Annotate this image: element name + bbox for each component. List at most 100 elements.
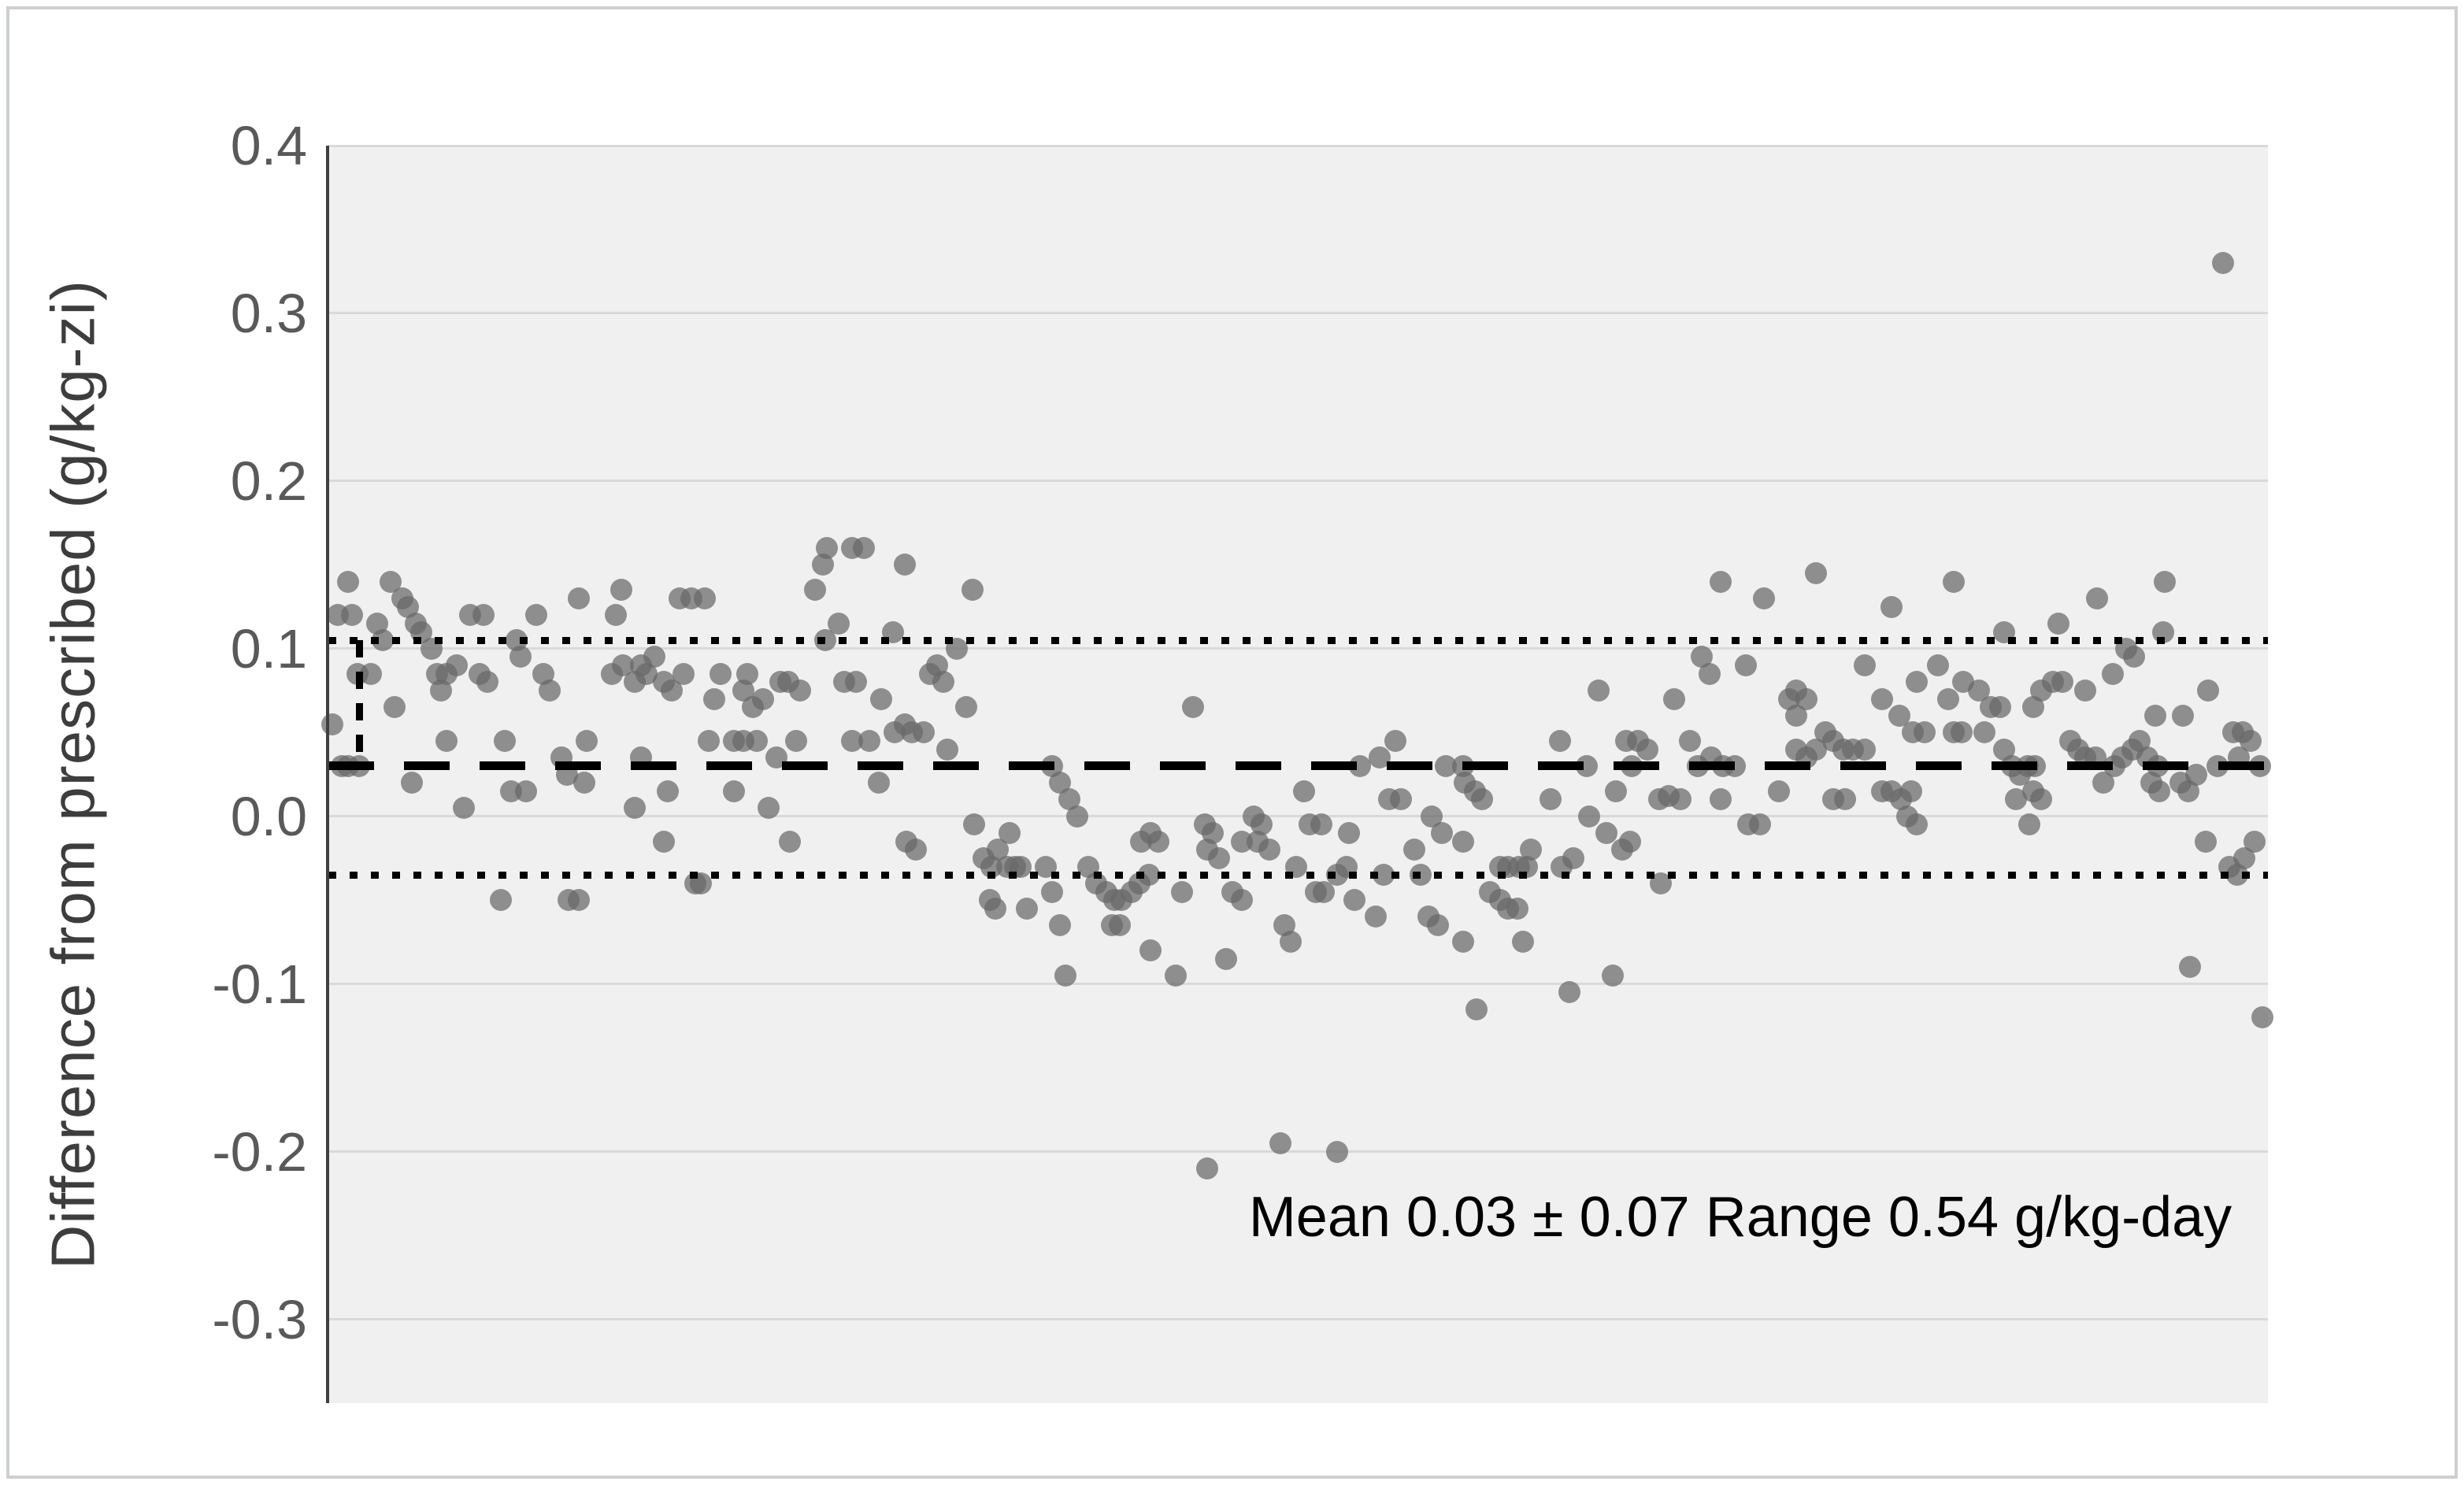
data-point [2212,252,2235,275]
data-point [1337,822,1360,845]
data-point [913,721,936,744]
data-point [1805,561,1828,584]
data-point [1325,1140,1348,1163]
plot-area: Mean 0.03 ± 0.07 Range 0.54 g/kg-day [321,144,2273,1403]
data-point [746,729,769,752]
data-point [1679,729,1702,752]
y-axis-title: Difference from prescribed (g/kg-zi) [38,280,108,1269]
data-point [2123,646,2146,668]
data-point [1636,738,1658,761]
y-tick-label: 0.3 [230,282,307,344]
data-point [751,687,774,710]
data-point [490,889,513,912]
data-point [509,646,532,668]
data-point [1451,931,1474,954]
data-point [722,780,745,802]
gridline [328,983,2268,986]
data-point [1539,788,1562,811]
data-point [1108,914,1131,937]
data-point [2018,813,2041,836]
data-point [869,687,892,710]
data-point [1880,595,1903,618]
y-tick-label: 0.1 [230,617,307,680]
data-point [340,604,363,627]
data-point [1735,654,1758,677]
data-point [1231,830,1254,853]
data-point [1065,805,1088,828]
gridline [328,1318,2268,1321]
data-point [472,604,495,627]
data-point [1195,1157,1218,1179]
data-point [538,680,561,702]
data-point [697,729,720,752]
data-point [984,897,1007,920]
data-point [804,579,827,602]
data-point [1430,822,1453,845]
data-point [1785,704,1808,727]
data-point [955,696,978,719]
data-point [2251,1006,2273,1029]
y-tick-label: -0.3 [212,1288,307,1350]
data-point [476,671,498,694]
data-point [1748,813,1771,836]
data-point [2195,830,2218,853]
data-point [758,797,780,820]
data-point [1669,788,1691,811]
data-point [709,662,732,685]
lower-sd-line [328,871,2268,879]
data-point [1312,880,1335,903]
data-point [494,729,517,752]
data-point [1279,931,1302,954]
y-tick-label: -0.2 [212,1120,307,1183]
gridline [328,815,2268,818]
data-point [672,662,695,685]
data-point [624,797,647,820]
data-point [2101,662,2124,685]
data-point [784,729,807,752]
data-point [1310,813,1333,836]
data-point [893,554,916,576]
data-point [1426,914,1449,937]
data-point [567,889,590,912]
data-point [2051,671,2073,694]
data-point [1663,687,1686,710]
data-point [321,713,343,735]
y-tick-label: 0.0 [230,785,307,847]
data-point [1170,880,1193,903]
data-point [736,662,758,685]
data-point [360,662,383,685]
data-point [1605,780,1628,802]
data-point [1139,939,1162,962]
data-point [815,537,838,560]
data-point [610,579,632,602]
data-point [844,671,867,694]
data-point [1927,654,1950,677]
data-point [1834,788,1857,811]
data-point [1936,687,1959,710]
data-point [515,780,538,802]
data-point [703,687,726,710]
data-point [2144,704,2167,727]
data-point [1768,780,1791,802]
data-point [604,604,627,627]
data-point [1710,570,1732,593]
data-point [445,654,468,677]
data-point [858,729,881,752]
data-point [1973,721,1996,744]
data-point [573,772,596,794]
data-point [1595,822,1618,845]
data-point [2243,830,2266,853]
gridline [328,1150,2268,1154]
data-point [1384,729,1406,752]
data-point [779,830,802,853]
data-point [1950,721,1973,744]
gridline [328,312,2268,315]
data-point [2047,612,2069,635]
data-point [1549,729,1571,752]
data-point [1147,830,1170,853]
data-point [895,830,917,853]
data-point [1577,805,1600,828]
data-point [567,587,590,609]
data-point [1588,680,1610,702]
data-point [827,612,850,635]
